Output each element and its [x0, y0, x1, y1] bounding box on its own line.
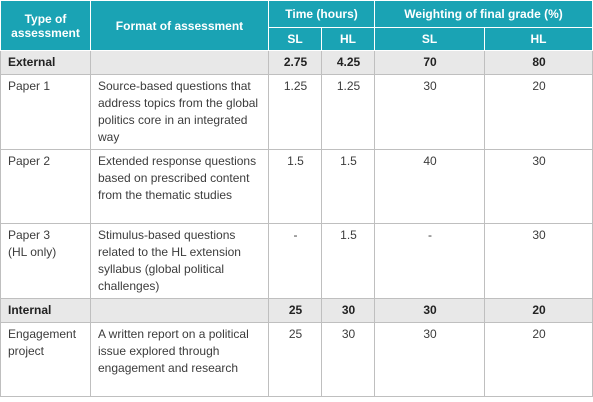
time-sl-cell: -	[268, 223, 322, 299]
time-sl-cell: 25	[268, 298, 322, 323]
time-hl-cell: 1.5	[320, 223, 376, 299]
format-cell	[90, 50, 269, 75]
format-cell: Source-based questions that address topi…	[90, 74, 269, 150]
weight-hl-cell: 80	[484, 50, 593, 75]
type-cell: Internal	[0, 298, 91, 323]
type-note: (HL only)	[8, 245, 57, 259]
time-hl-cell: 30	[320, 298, 376, 323]
format-of-assessment-header: Format of assessment	[90, 0, 269, 51]
weight-hl-cell: 30	[484, 223, 593, 299]
time-sl-cell: 2.75	[268, 50, 322, 75]
format-cell: A written report on a political issue ex…	[90, 322, 269, 397]
table-header: Type of assessment Format of assessment …	[0, 0, 593, 51]
weight-sl-cell: 40	[374, 149, 486, 224]
type-cell: Paper 3 (HL only)	[0, 223, 91, 299]
format-cell: Extended response questions based on pre…	[90, 149, 269, 224]
table-row-internal: Internal 25 30 30 20	[0, 298, 593, 323]
type-label: Paper 3	[8, 228, 51, 242]
type-cell: Paper 2	[0, 149, 91, 224]
type-cell: Paper 1	[0, 74, 91, 150]
weighting-header: Weighting of final grade (%)	[374, 0, 593, 28]
type-cell: Engagement project	[0, 322, 91, 397]
weight-hl-cell: 20	[484, 74, 593, 150]
weight-sl-cell: 30	[374, 74, 486, 150]
type-of-assessment-header: Type of assessment	[0, 0, 91, 51]
weight-sl-header: SL	[374, 27, 486, 51]
time-hl-cell: 1.5	[320, 149, 376, 224]
table-row-engagement-project: Engagement project A written report on a…	[0, 322, 593, 397]
weight-hl-cell: 30	[484, 149, 593, 224]
table-row-paper-1: Paper 1 Source-based questions that addr…	[0, 74, 593, 150]
weight-sl-cell: 30	[374, 298, 486, 323]
weight-hl-cell: 20	[484, 322, 593, 397]
table-row-paper-2: Paper 2 Extended response questions base…	[0, 149, 593, 224]
time-sl-header: SL	[268, 27, 322, 51]
weight-hl-cell: 20	[484, 298, 593, 323]
weight-sl-cell: 70	[374, 50, 486, 75]
type-cell: External	[0, 50, 91, 75]
time-sl-cell: 25	[268, 322, 322, 397]
format-cell	[90, 298, 269, 323]
table-row-external: External 2.75 4.25 70 80	[0, 50, 593, 75]
time-hl-header: HL	[320, 27, 376, 51]
time-sl-cell: 1.5	[268, 149, 322, 224]
weight-sl-cell: 30	[374, 322, 486, 397]
time-sl-cell: 1.25	[268, 74, 322, 150]
table-row-paper-3: Paper 3 (HL only) Stimulus-based questio…	[0, 223, 593, 299]
time-hl-cell: 1.25	[320, 74, 376, 150]
weight-hl-header: HL	[484, 27, 593, 51]
format-cell: Stimulus-based questions related to the …	[90, 223, 269, 299]
weight-sl-cell: -	[374, 223, 486, 299]
time-hl-cell: 30	[320, 322, 376, 397]
time-hl-cell: 4.25	[320, 50, 376, 75]
time-hours-header: Time (hours)	[267, 0, 376, 28]
